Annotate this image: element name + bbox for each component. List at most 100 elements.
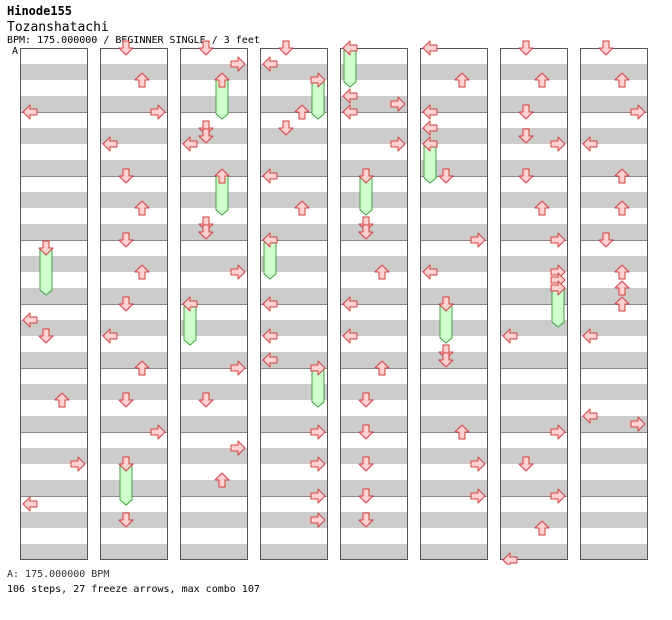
column-frame xyxy=(420,48,488,560)
beat-stripe xyxy=(260,224,328,240)
step-arrow-icon xyxy=(230,56,246,72)
beat-stripe xyxy=(420,416,488,432)
beat-stripe xyxy=(100,352,168,368)
step-arrow-icon xyxy=(150,104,166,120)
step-arrow-icon xyxy=(262,56,278,72)
beat-stripe xyxy=(340,224,408,240)
step-arrow-icon xyxy=(214,472,230,488)
beat-stripe xyxy=(340,416,408,432)
beat-stripe xyxy=(580,448,648,464)
beat-stripe xyxy=(340,352,408,368)
beat-stripe xyxy=(420,384,488,400)
step-arrow-icon xyxy=(22,496,38,512)
beat-stripe xyxy=(20,416,88,432)
step-arrow-icon xyxy=(214,168,230,184)
step-arrow-icon xyxy=(358,456,374,472)
beat-stripe xyxy=(580,384,648,400)
step-arrow-icon xyxy=(310,72,326,88)
step-arrow-icon xyxy=(22,312,38,328)
step-arrow-icon xyxy=(422,104,438,120)
beat-stripe xyxy=(180,448,248,464)
beat-stripe xyxy=(580,96,648,112)
beat-stripe xyxy=(340,128,408,144)
step-arrow-icon xyxy=(38,240,54,256)
beat-stripe xyxy=(500,64,568,80)
beat-stripe xyxy=(580,544,648,560)
beat-stripe xyxy=(20,448,88,464)
beat-stripe xyxy=(340,320,408,336)
beat-stripe xyxy=(420,480,488,496)
beat-stripe xyxy=(580,512,648,528)
step-arrow-icon xyxy=(182,296,198,312)
beat-stripe xyxy=(20,512,88,528)
beat-stripe xyxy=(180,416,248,432)
step-arrow-icon xyxy=(22,104,38,120)
step-arrow-icon xyxy=(422,40,438,56)
beat-stripe xyxy=(580,64,648,80)
beat-stripe xyxy=(580,320,648,336)
beat-stripe xyxy=(180,512,248,528)
step-arrow-icon xyxy=(262,168,278,184)
step-arrow-icon xyxy=(294,200,310,216)
step-arrow-icon xyxy=(534,72,550,88)
beat-stripe xyxy=(420,128,488,144)
beat-stripe xyxy=(180,480,248,496)
step-arrow-icon xyxy=(70,456,86,472)
beat-stripe xyxy=(180,384,248,400)
beat-stripe xyxy=(20,128,88,144)
step-arrow-icon xyxy=(342,296,358,312)
step-arrow-icon xyxy=(262,352,278,368)
step-arrow-icon xyxy=(294,104,310,120)
chart-info: BPM: 175.000000 / BEGINNER SINGLE / 3 fe… xyxy=(7,35,260,46)
beat-stripe xyxy=(340,192,408,208)
step-arrow-icon xyxy=(214,72,230,88)
step-arrow-icon xyxy=(118,232,134,248)
beat-stripe xyxy=(420,160,488,176)
beat-stripe xyxy=(260,544,328,560)
step-arrow-icon xyxy=(614,296,630,312)
beat-stripe xyxy=(180,160,248,176)
step-arrow-icon xyxy=(262,328,278,344)
column-frame xyxy=(580,48,648,560)
step-arrow-icon xyxy=(134,264,150,280)
beat-stripe xyxy=(20,544,88,560)
beat-stripe xyxy=(420,96,488,112)
step-arrow-icon xyxy=(582,408,598,424)
step-arrow-icon xyxy=(502,552,518,565)
step-arrow-icon xyxy=(422,136,438,152)
beat-stripe xyxy=(260,480,328,496)
step-arrow-icon xyxy=(390,96,406,112)
step-arrow-icon xyxy=(470,232,486,248)
beat-stripe xyxy=(500,224,568,240)
step-arrow-icon xyxy=(534,200,550,216)
beat-stripe xyxy=(420,192,488,208)
beat-stripe xyxy=(580,352,648,368)
step-arrow-icon xyxy=(278,40,294,56)
step-arrow-icon xyxy=(598,232,614,248)
beat-stripe xyxy=(260,288,328,304)
beat-stripe xyxy=(580,480,648,496)
beat-stripe xyxy=(260,192,328,208)
step-arrow-icon xyxy=(342,328,358,344)
beat-stripe xyxy=(500,320,568,336)
step-arrow-icon xyxy=(310,424,326,440)
step-arrow-icon xyxy=(198,224,214,240)
step-arrow-icon xyxy=(374,360,390,376)
beat-stripe xyxy=(260,320,328,336)
beat-stripe xyxy=(340,96,408,112)
step-arrow-icon xyxy=(54,392,70,408)
step-arrow-icon xyxy=(518,40,534,56)
beat-stripe xyxy=(180,128,248,144)
beat-stripe xyxy=(420,352,488,368)
step-arrow-icon xyxy=(310,488,326,504)
step-arrow-icon xyxy=(358,224,374,240)
step-arrow-icon xyxy=(390,136,406,152)
song-title: Tozanshatachi xyxy=(7,20,109,35)
beat-stripe xyxy=(20,160,88,176)
beat-stripe xyxy=(500,192,568,208)
beat-stripe xyxy=(420,256,488,272)
step-chart xyxy=(20,40,648,565)
step-arrow-icon xyxy=(550,488,566,504)
beat-stripe xyxy=(180,64,248,80)
beat-stripe xyxy=(500,256,568,272)
